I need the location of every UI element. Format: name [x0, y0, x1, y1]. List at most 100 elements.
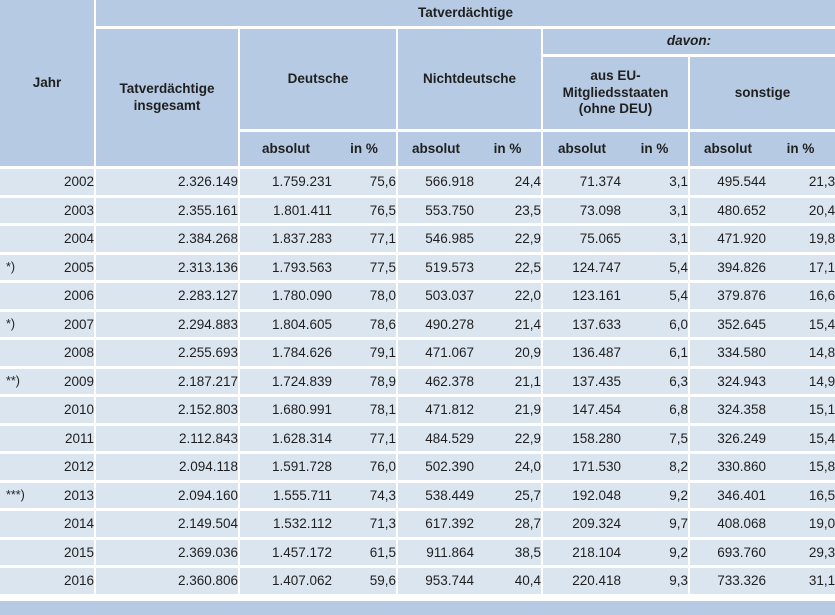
other-absolut-cell: 471.920 [690, 226, 766, 255]
other-absolut-cell: 408.068 [690, 511, 766, 540]
nongerman-absolut-cell: 519.573 [398, 254, 474, 283]
german-percent-cell: 78,6 [332, 311, 398, 340]
nongerman-percent-cell: 25,7 [474, 482, 543, 511]
nongerman-percent-cell: 24,0 [474, 454, 543, 483]
header-insgesamt: Tatverdächtige insgesamt [96, 29, 240, 169]
nongerman-absolut-cell: 484.529 [398, 425, 474, 454]
total-suspects-cell: 2.149.504 [96, 511, 240, 540]
subheader-pct-eu: in % [621, 132, 690, 169]
total-suspects-cell: 2.355.161 [96, 197, 240, 226]
header-sonstige: sonstige [690, 57, 835, 132]
header-nichtdeutsche: Nichtdeutsche [398, 29, 543, 132]
nongerman-absolut-cell: 553.750 [398, 197, 474, 226]
year-cell: 2002 [0, 169, 96, 198]
total-suspects-cell: 2.294.883 [96, 311, 240, 340]
other-percent-cell: 16,6 [766, 283, 835, 312]
table-row: 2015 2.369.036 1.457.172 61,5 911.864 38… [0, 539, 835, 568]
eu-percent-cell: 6,1 [621, 340, 690, 369]
other-percent-cell: 14,8 [766, 340, 835, 369]
other-percent-cell: 17,1 [766, 254, 835, 283]
subheader-absolut-deutsche: absolut [240, 132, 332, 169]
year-value: 2011 [64, 430, 94, 446]
german-absolut-cell: 1.780.090 [240, 283, 332, 312]
year-cell: 2014 [0, 511, 96, 540]
eu-absolut-cell: 147.454 [543, 397, 621, 426]
year-cell: 2011 [0, 425, 96, 454]
eu-absolut-cell: 192.048 [543, 482, 621, 511]
year-cell: *) 2005 [0, 254, 96, 283]
table-row: 2010 2.152.803 1.680.991 78,1 471.812 21… [0, 397, 835, 426]
eu-absolut-cell: 75.065 [543, 226, 621, 255]
table-row: *) 2005 2.313.136 1.793.563 77,5 519.573 … [0, 254, 835, 283]
nongerman-absolut-cell: 490.278 [398, 311, 474, 340]
eu-percent-cell: 5,4 [621, 254, 690, 283]
german-absolut-cell: 1.801.411 [240, 197, 332, 226]
eu-absolut-cell: 71.374 [543, 169, 621, 198]
year-value: 2002 [63, 174, 94, 190]
table-row: 2002 2.326.149 1.759.231 75,6 566.918 24… [0, 169, 835, 198]
year-cell: *) 2007 [0, 311, 96, 340]
year-value: 2012 [63, 459, 94, 475]
total-suspects-cell: 2.112.843 [96, 425, 240, 454]
german-absolut-cell: 1.793.563 [240, 254, 332, 283]
german-percent-cell: 76,0 [332, 454, 398, 483]
footnote-marker: *) [6, 317, 16, 332]
subheader-absolut-sonstige: absolut [690, 132, 766, 169]
eu-percent-cell: 6,8 [621, 397, 690, 426]
header-row-4: absolut in % absolut in % absolut in % a… [0, 132, 835, 169]
eu-percent-cell: 9,2 [621, 482, 690, 511]
subheader-pct-nichtdeutsche: in % [474, 132, 543, 169]
table-header: Jahr Tatverdächtige Tatverdächtige insge… [0, 0, 835, 169]
eu-absolut-cell: 137.435 [543, 368, 621, 397]
other-absolut-cell: 324.943 [690, 368, 766, 397]
nongerman-absolut-cell: 911.864 [398, 539, 474, 568]
year-value: 2010 [63, 402, 94, 418]
nongerman-percent-cell: 22,9 [474, 226, 543, 255]
total-suspects-cell: 2.187.217 [96, 368, 240, 397]
nongerman-absolut-cell: 953.744 [398, 568, 474, 597]
german-percent-cell: 74,3 [332, 482, 398, 511]
eu-percent-cell: 3,1 [621, 197, 690, 226]
table-row: 2012 2.094.118 1.591.728 76,0 502.390 24… [0, 454, 835, 483]
total-suspects-cell: 2.094.118 [96, 454, 240, 483]
suspects-table: Jahr Tatverdächtige Tatverdächtige insge… [0, 0, 835, 597]
year-cell: ***) 2013 [0, 482, 96, 511]
year-cell: 2012 [0, 454, 96, 483]
year-cell: 2006 [0, 283, 96, 312]
eu-absolut-cell: 123.161 [543, 283, 621, 312]
year-value: 2004 [63, 231, 94, 247]
eu-percent-cell: 6,3 [621, 368, 690, 397]
eu-absolut-cell: 218.104 [543, 539, 621, 568]
eu-percent-cell: 6,0 [621, 311, 690, 340]
german-percent-cell: 79,1 [332, 340, 398, 369]
nongerman-percent-cell: 22,9 [474, 425, 543, 454]
eu-absolut-cell: 209.324 [543, 511, 621, 540]
subheader-absolut-eu: absolut [543, 132, 621, 169]
table-row: **) 2009 2.187.217 1.724.839 78,9 462.378… [0, 368, 835, 397]
nongerman-absolut-cell: 566.918 [398, 169, 474, 198]
total-suspects-cell: 2.313.136 [96, 254, 240, 283]
nongerman-absolut-cell: 471.067 [398, 340, 474, 369]
year-cell: **) 2009 [0, 368, 96, 397]
subheader-pct-sonstige: in % [766, 132, 835, 169]
other-percent-cell: 21,3 [766, 169, 835, 198]
footnote-marker: **) [6, 374, 20, 389]
other-absolut-cell: 326.249 [690, 425, 766, 454]
footer-strip [0, 600, 835, 615]
year-value: 2013 [63, 487, 94, 503]
footnote-marker: ***) [6, 488, 25, 503]
german-percent-cell: 71,3 [332, 511, 398, 540]
other-percent-cell: 31,1 [766, 568, 835, 597]
year-value: 2003 [63, 202, 94, 218]
other-absolut-cell: 334.580 [690, 340, 766, 369]
nongerman-percent-cell: 28,7 [474, 511, 543, 540]
eu-absolut-cell: 136.487 [543, 340, 621, 369]
other-absolut-cell: 346.401 [690, 482, 766, 511]
german-absolut-cell: 1.555.711 [240, 482, 332, 511]
year-cell: 2008 [0, 340, 96, 369]
german-absolut-cell: 1.680.991 [240, 397, 332, 426]
other-absolut-cell: 324.358 [690, 397, 766, 426]
nongerman-absolut-cell: 462.378 [398, 368, 474, 397]
german-absolut-cell: 1.724.839 [240, 368, 332, 397]
